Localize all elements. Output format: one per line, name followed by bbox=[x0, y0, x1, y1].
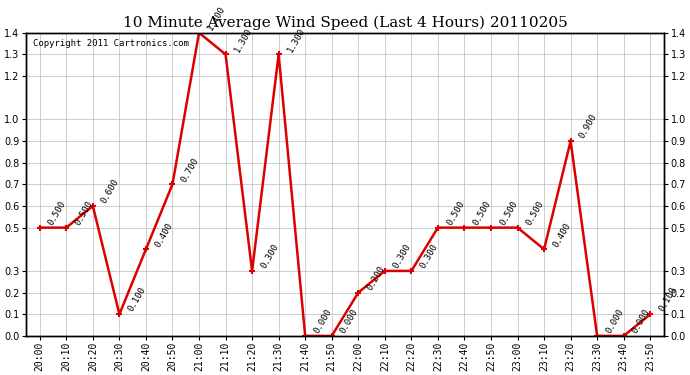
Text: 0.300: 0.300 bbox=[259, 242, 280, 270]
Text: 0.500: 0.500 bbox=[445, 199, 466, 227]
Text: 0.500: 0.500 bbox=[498, 199, 519, 227]
Text: 0.900: 0.900 bbox=[578, 112, 599, 140]
Text: 0.500: 0.500 bbox=[471, 199, 493, 227]
Text: 0.000: 0.000 bbox=[631, 308, 652, 335]
Title: 10 Minute Average Wind Speed (Last 4 Hours) 20110205: 10 Minute Average Wind Speed (Last 4 Hou… bbox=[123, 16, 567, 30]
Text: 0.000: 0.000 bbox=[604, 308, 625, 335]
Text: 0.400: 0.400 bbox=[153, 221, 174, 249]
Text: 0.100: 0.100 bbox=[657, 286, 678, 314]
Text: 1.300: 1.300 bbox=[233, 26, 254, 54]
Text: 1.400: 1.400 bbox=[206, 4, 227, 32]
Text: 0.100: 0.100 bbox=[126, 286, 148, 314]
Text: 0.300: 0.300 bbox=[392, 242, 413, 270]
Text: 0.000: 0.000 bbox=[339, 308, 360, 335]
Text: 0.300: 0.300 bbox=[418, 242, 440, 270]
Text: 0.500: 0.500 bbox=[73, 199, 95, 227]
Text: 0.700: 0.700 bbox=[179, 156, 201, 183]
Text: Copyright 2011 Cartronics.com: Copyright 2011 Cartronics.com bbox=[33, 39, 189, 48]
Text: 0.200: 0.200 bbox=[365, 264, 386, 292]
Text: 1.300: 1.300 bbox=[286, 26, 307, 54]
Text: 0.600: 0.600 bbox=[100, 177, 121, 205]
Text: 0.000: 0.000 bbox=[312, 308, 333, 335]
Text: 0.500: 0.500 bbox=[47, 199, 68, 227]
Text: 0.500: 0.500 bbox=[524, 199, 546, 227]
Text: 0.400: 0.400 bbox=[551, 221, 572, 249]
